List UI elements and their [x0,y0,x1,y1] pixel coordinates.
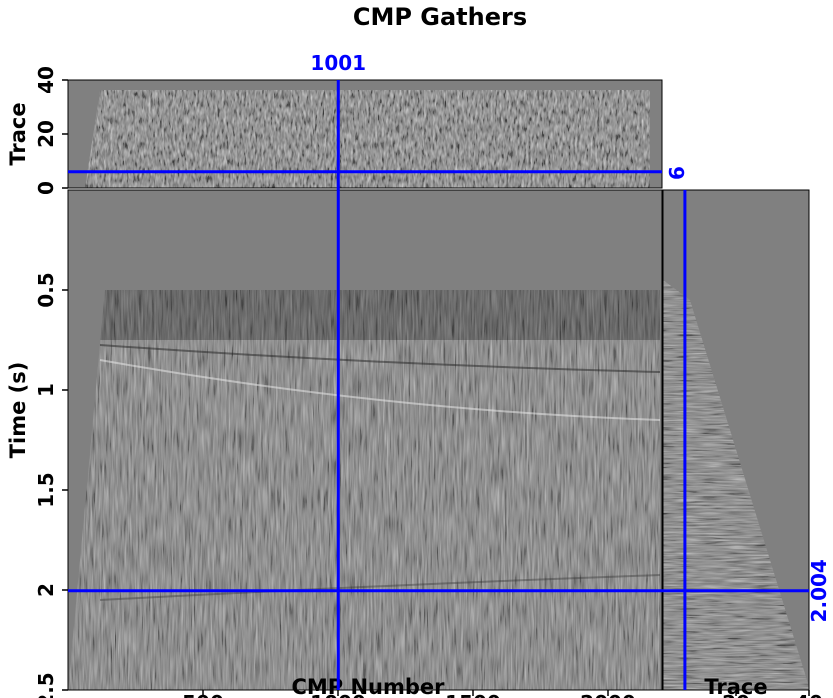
main-y-tick-label: 2.5 [34,672,58,698]
top-y-tick-label: 20 [34,120,58,148]
top-panel [67,79,663,189]
top-panel-y-label: Trace [6,102,30,165]
main-y-tick-label: 1.5 [34,472,58,507]
main-y-tick-label: 0.5 [34,272,58,307]
main-panel-seismic-data [68,290,660,690]
side-x-tick-label: 40 [795,691,823,698]
main-y-axis-ticks: 0.5 1 1.5 2 2.5 [34,272,68,698]
main-y-tick-label: 2 [34,583,58,597]
side-panel [662,189,810,691]
main-x-tick-label: 1000 [310,691,366,698]
main-x-axis-label: CMP Number [291,675,445,698]
trace-cursor-label: 6 [665,166,689,180]
main-y-axis-label: Time (s) [6,362,30,459]
top-y-tick-label: 0 [34,181,58,195]
main-x-axis-ticks: 500 1000 1500 2000 [182,690,636,698]
main-panel [67,189,663,691]
cursor-lines[interactable]: 1001 2.004 6 [68,51,831,690]
side-x-axis-label: Trace [704,675,767,698]
main-panel-frame [67,189,663,691]
top-y-tick-label: 40 [34,66,58,94]
main-x-tick-label: 2000 [580,691,636,698]
time-cursor-label: 2.004 [807,559,831,622]
main-x-tick-label: 500 [182,691,224,698]
top-y-axis-ticks: 0 20 40 [34,66,68,195]
main-y-tick-label: 1 [34,383,58,397]
side-x-tick-label: 20 [722,691,750,698]
main-x-tick-label: 1500 [445,691,501,698]
cmp-cursor-label: 1001 [310,51,366,75]
chart-title: CMP Gathers [353,3,527,31]
